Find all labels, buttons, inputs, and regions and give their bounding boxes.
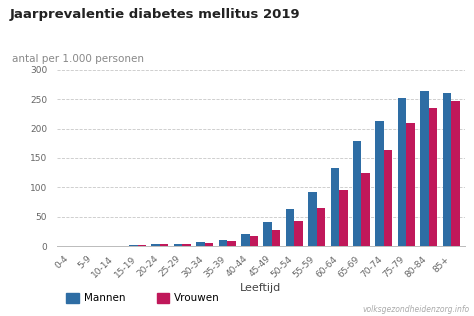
Legend: Mannen, Vrouwen: Mannen, Vrouwen xyxy=(62,289,224,308)
Bar xyxy=(174,244,182,246)
Bar xyxy=(384,150,392,246)
Bar xyxy=(353,142,362,246)
Bar xyxy=(308,191,317,246)
Bar xyxy=(339,190,347,246)
Bar xyxy=(151,244,160,246)
Bar xyxy=(428,108,437,246)
Bar xyxy=(272,230,281,246)
Bar xyxy=(219,240,227,246)
Bar xyxy=(406,123,415,246)
Bar xyxy=(294,221,303,246)
X-axis label: Leeftijd: Leeftijd xyxy=(240,283,282,293)
Bar xyxy=(205,243,213,246)
Bar xyxy=(249,236,258,246)
Bar xyxy=(286,209,294,246)
Bar xyxy=(137,245,146,246)
Bar xyxy=(375,121,384,246)
Bar xyxy=(420,91,428,246)
Bar xyxy=(241,234,249,246)
Bar xyxy=(330,168,339,246)
Bar xyxy=(398,98,406,246)
Bar xyxy=(362,173,370,246)
Bar xyxy=(196,242,205,246)
Text: Jaarprevalentie diabetes mellitus 2019: Jaarprevalentie diabetes mellitus 2019 xyxy=(9,8,300,21)
Bar xyxy=(317,208,325,246)
Text: volksgezondheidenzorg.info: volksgezondheidenzorg.info xyxy=(362,306,469,314)
Bar xyxy=(451,101,460,246)
Bar xyxy=(160,244,168,246)
Text: antal per 1.000 personen: antal per 1.000 personen xyxy=(12,54,144,64)
Bar xyxy=(182,244,191,246)
Bar xyxy=(227,240,236,246)
Bar xyxy=(443,93,451,246)
Bar xyxy=(129,245,137,246)
Bar xyxy=(264,222,272,246)
